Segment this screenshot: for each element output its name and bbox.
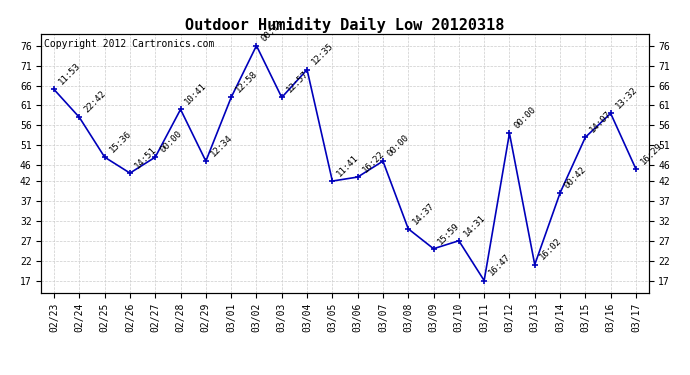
Text: 16:22: 16:22 — [360, 149, 386, 174]
Text: 00:11: 00:11 — [259, 18, 284, 43]
Text: 16:29: 16:29 — [639, 141, 664, 166]
Text: Copyright 2012 Cartronics.com: Copyright 2012 Cartronics.com — [44, 39, 215, 49]
Text: 11:41: 11:41 — [335, 153, 360, 178]
Text: 11:53: 11:53 — [57, 62, 82, 87]
Text: 14:51: 14:51 — [132, 145, 158, 170]
Text: 14:07: 14:07 — [588, 109, 613, 135]
Text: 16:47: 16:47 — [487, 252, 512, 278]
Text: 12:35: 12:35 — [310, 41, 335, 67]
Text: 12:58: 12:58 — [234, 69, 259, 94]
Text: 14:31: 14:31 — [462, 213, 487, 238]
Text: 15:59: 15:59 — [436, 220, 462, 246]
Text: 16:02: 16:02 — [538, 237, 563, 262]
Text: 00:00: 00:00 — [158, 129, 184, 154]
Text: 22:42: 22:42 — [82, 89, 108, 115]
Text: 12:34: 12:34 — [208, 133, 234, 158]
Title: Outdoor Humidity Daily Low 20120318: Outdoor Humidity Daily Low 20120318 — [186, 16, 504, 33]
Text: 12:57: 12:57 — [284, 69, 310, 94]
Text: 14:37: 14:37 — [411, 201, 436, 226]
Text: 10:41: 10:41 — [184, 81, 208, 106]
Text: 15:36: 15:36 — [108, 129, 132, 154]
Text: 00:00: 00:00 — [386, 133, 411, 158]
Text: 00:00: 00:00 — [512, 105, 538, 130]
Text: 13:32: 13:32 — [613, 85, 639, 111]
Text: 00:42: 00:42 — [563, 165, 588, 190]
